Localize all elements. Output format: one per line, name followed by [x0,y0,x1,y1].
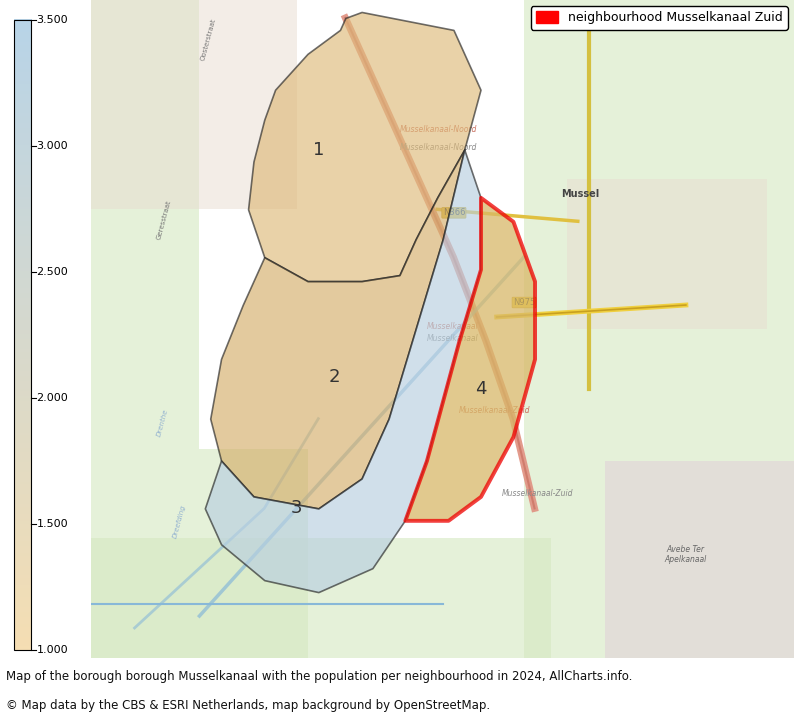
Text: Dreefding: Dreefding [172,504,187,539]
Polygon shape [605,460,794,658]
Text: Avebe Ter
Apelkanaal: Avebe Ter Apelkanaal [665,545,707,564]
Text: 4: 4 [475,380,486,398]
Text: Map of the borough borough Musselkanaal with the population per neighbourhood in: Map of the borough borough Musselkanaal … [6,669,633,683]
Polygon shape [91,449,307,658]
Text: Musselkanaal-Noord: Musselkanaal-Noord [399,142,476,152]
Text: Musselkanaal: Musselkanaal [426,322,478,331]
Polygon shape [91,269,199,449]
Polygon shape [524,418,794,658]
Text: Musselkanaal: Musselkanaal [426,334,478,343]
Text: 2.500: 2.500 [37,267,68,278]
Text: Drenthe: Drenthe [156,408,169,438]
Text: 2: 2 [329,368,341,386]
Text: Musselkanaal-Noord: Musselkanaal-Noord [399,124,476,134]
Text: © Map data by the CBS & ESRI Netherlands, map background by OpenStreetMap.: © Map data by the CBS & ESRI Netherlands… [6,699,491,712]
Text: 1.000: 1.000 [37,646,68,655]
Text: Mussel: Mussel [561,189,599,199]
Text: 1: 1 [313,140,324,158]
Text: Geresstraat: Geresstraat [156,199,172,240]
Text: 3: 3 [291,500,303,518]
Text: 2.000: 2.000 [37,393,68,403]
Polygon shape [567,180,767,329]
Polygon shape [91,0,199,269]
Text: 1.500: 1.500 [37,519,68,529]
Text: N975: N975 [513,298,535,307]
Text: 3.500: 3.500 [37,15,68,25]
Text: Musselkanaal-Zuid: Musselkanaal-Zuid [459,406,530,415]
Polygon shape [524,0,794,209]
Bar [14,20,32,650]
Text: N366: N366 [442,209,465,217]
Polygon shape [91,0,297,209]
Polygon shape [524,209,794,418]
Text: Oosterstraat: Oosterstraat [199,17,217,61]
Polygon shape [91,539,551,658]
Legend: neighbourhood Musselkanaal Zuid: neighbourhood Musselkanaal Zuid [530,6,788,29]
Text: Musselkanaal-Zuid: Musselkanaal-Zuid [502,490,573,498]
Text: 3.000: 3.000 [37,141,68,151]
